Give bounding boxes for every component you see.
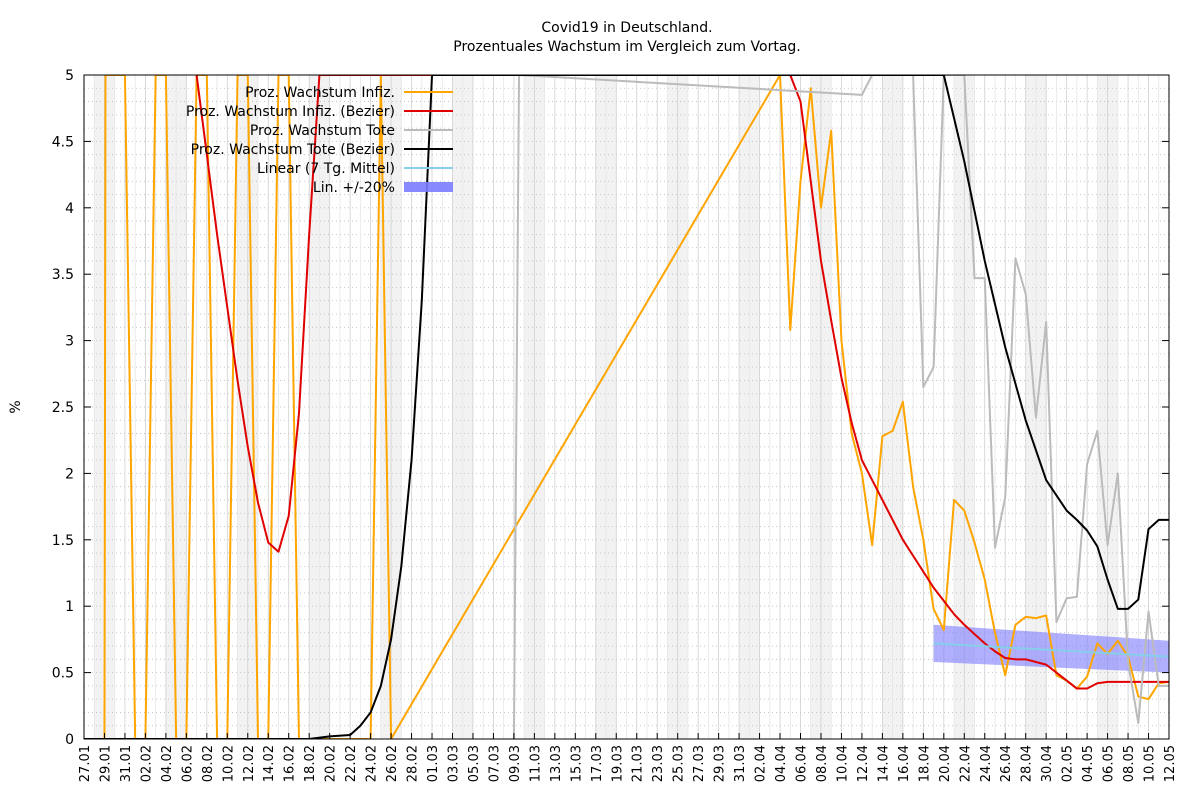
y-tick-label: 2.5	[52, 400, 74, 416]
x-tick-label: 29.03	[713, 745, 728, 782]
y-tick-label: 0.5	[52, 666, 74, 682]
x-tick-label: 19.03	[610, 745, 625, 782]
x-tick-label: 02.04	[754, 745, 769, 782]
x-tick-label: 17.03	[590, 745, 605, 782]
x-tick-label: 28.02	[406, 745, 421, 782]
x-tick-label: 31.01	[119, 745, 134, 782]
y-axis-label: %	[8, 400, 24, 413]
x-tick-label: 16.02	[283, 745, 298, 782]
legend: Proz. Wachstum Infiz. Proz. Wachstum Infi…	[186, 85, 453, 196]
series-layer	[84, 75, 1169, 739]
x-tick-label: 24.04	[979, 745, 994, 782]
y-tick-label: 4.5	[52, 134, 74, 150]
series-line-2	[512, 75, 1169, 739]
grid	[83, 74, 1170, 740]
legend-label-0: Proz. Wachstum Infiz.	[245, 85, 395, 101]
x-tick-label: 27.03	[692, 745, 707, 782]
x-tick-label: 24.02	[365, 745, 380, 782]
x-tick-label: 16.04	[897, 745, 912, 782]
y-tick-label: 3	[65, 334, 74, 350]
x-tick-label: 28.04	[1020, 745, 1035, 782]
y-tick-label: 5	[65, 68, 74, 84]
x-tick-label: 29.01	[98, 745, 113, 782]
y-tick-label: 2	[65, 466, 74, 482]
x-tick-label: 06.02	[180, 745, 195, 782]
x-tick-label: 01.03	[426, 745, 441, 782]
series-line-3	[84, 75, 1169, 739]
x-tick-label: 25.03	[672, 745, 687, 782]
y-tick-label: 3.5	[52, 267, 74, 283]
x-tick-label: 26.02	[385, 745, 400, 782]
series-line-1	[195, 75, 1169, 690]
x-tick-label: 03.03	[446, 745, 461, 782]
x-tick-label: 21.03	[631, 745, 646, 782]
x-tick-label: 08.04	[815, 745, 830, 782]
series-line-4	[933, 642, 1169, 658]
x-tick-label: 12.05	[1163, 745, 1178, 782]
x-tick-label: 05.03	[467, 745, 482, 782]
y-tick-label: 4	[65, 201, 74, 217]
x-tick-label: 04.05	[1081, 745, 1096, 782]
x-tick-label: 02.05	[1061, 745, 1076, 782]
x-tick-label: 18.02	[303, 745, 318, 782]
x-tick-label: 13.03	[549, 745, 564, 782]
x-tick-label: 06.04	[795, 745, 810, 782]
x-tick-label: 11.03	[528, 745, 543, 782]
x-tick-label: 10.05	[1143, 745, 1158, 782]
axes: 0 0.5 1 1.5 2 2.5 3 3.5 4 4.5 5 27.01 29.01 31.01 02.0…	[52, 68, 1178, 782]
x-tick-label: 14.04	[876, 745, 891, 782]
legend-label-1: Proz. Wachstum Infiz. (Bezier)	[186, 104, 395, 120]
y-tick-label: 0	[65, 732, 74, 748]
x-tick-label: 18.04	[917, 745, 932, 782]
x-tick-label: 04.04	[774, 745, 789, 782]
x-tick-label: 09.03	[508, 745, 523, 782]
x-tick-label: 20.04	[938, 745, 953, 782]
legend-label-4: Linear (7 Tg. Mittel)	[257, 161, 395, 177]
x-tick-label: 30.04	[1040, 745, 1055, 782]
x-tick-label: 27.01	[78, 745, 93, 782]
x-tick-label: 10.04	[835, 745, 850, 782]
legend-label-5: Lin. +/-20%	[313, 180, 395, 196]
series-line-0	[84, 75, 1169, 739]
chart-subtitle: Prozentuales Wachstum im Vergleich zum V…	[453, 39, 801, 55]
x-tick-label: 26.04	[999, 745, 1014, 782]
y-tick-label: 1	[65, 599, 74, 615]
x-tick-label: 06.05	[1102, 745, 1117, 782]
x-tick-label: 23.03	[651, 745, 666, 782]
legend-swatch-5	[404, 182, 453, 192]
y-tick-label: 1.5	[52, 533, 74, 549]
x-tick-label: 20.02	[324, 745, 339, 782]
x-tick-label: 07.03	[487, 745, 502, 782]
x-tick-label: 12.02	[242, 745, 257, 782]
x-tick-label: 31.03	[733, 745, 748, 782]
x-tick-label: 22.02	[344, 745, 359, 782]
x-tick-label: 04.02	[160, 745, 175, 782]
x-tick-label: 02.02	[139, 745, 154, 782]
x-tick-label: 15.03	[569, 745, 584, 782]
x-tick-label: 14.02	[262, 745, 277, 782]
x-tick-label: 12.04	[856, 745, 871, 782]
x-tick-label: 08.02	[201, 745, 216, 782]
legend-label-3: Proz. Wachstum Tote (Bezier)	[191, 142, 395, 158]
x-tick-label: 22.04	[958, 745, 973, 782]
x-tick-label: 10.02	[221, 745, 236, 782]
x-tick-label: 08.05	[1122, 745, 1137, 782]
legend-label-2: Proz. Wachstum Tote	[250, 123, 395, 139]
chart-title: Covid19 in Deutschland.	[541, 20, 713, 36]
